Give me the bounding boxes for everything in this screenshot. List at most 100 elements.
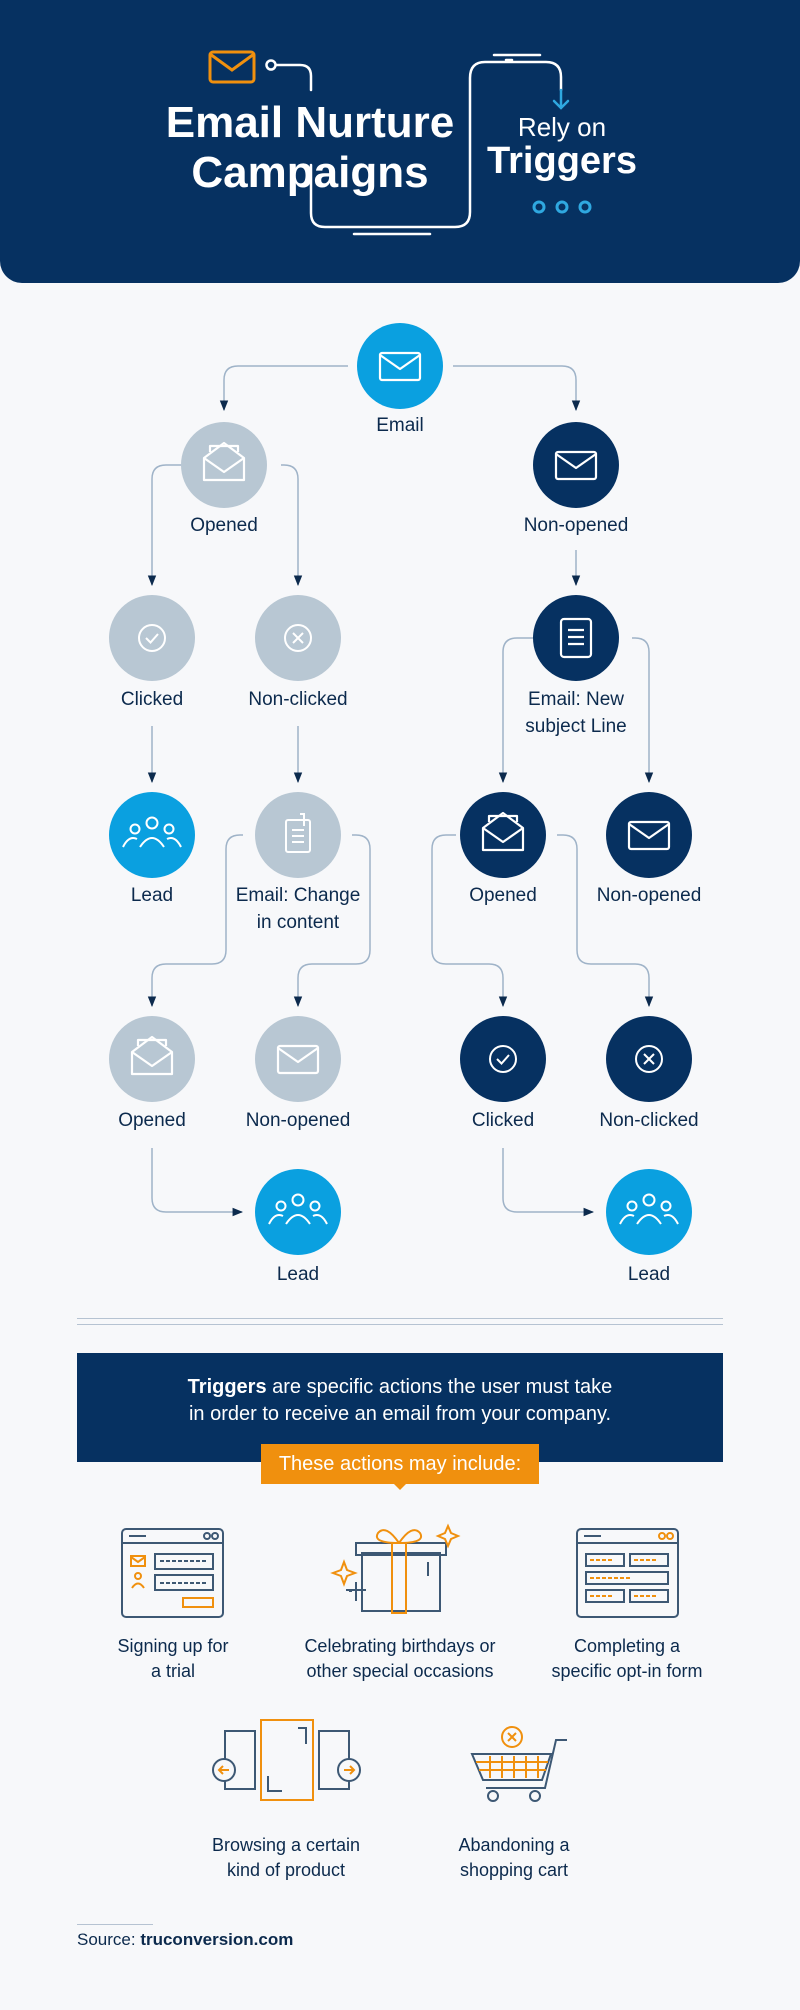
lead-label-left: Lead [130, 885, 174, 906]
signup-trial-label: Signing up for a trial [87, 1634, 259, 1684]
non-clicked-node-right [606, 1016, 692, 1102]
clicked-node-right [460, 1016, 546, 1102]
form-line-1: Completing a [573, 1636, 681, 1656]
arrow-down-icon [552, 88, 570, 110]
header-connector-line [265, 53, 563, 236]
non-opened-node-bottom [255, 1016, 341, 1102]
people-icon [619, 1193, 679, 1225]
opened-label-right: Opened [469, 885, 537, 906]
triggers-line-1-rest: are specific actions the user must take [266, 1376, 613, 1398]
title-line-2: Campaigns [191, 148, 429, 197]
opt-in-form-label: Completing a specific opt-in form [532, 1634, 722, 1684]
gift-icon [330, 1523, 461, 1614]
x-circle-icon [635, 1045, 663, 1073]
flow-connectors [147, 365, 654, 1217]
email-change-label: Email: Change in content [218, 882, 378, 936]
browse-line-2: kind of product [226, 1860, 346, 1880]
opened-node-bottom-left [109, 1016, 195, 1102]
envelope-icon [378, 351, 422, 382]
opened-node-right [460, 792, 546, 878]
notepad-icon [285, 813, 311, 853]
opened-node [181, 422, 267, 508]
non-opened-label-bottom: Non-opened [245, 1110, 351, 1131]
signup-form-icon [121, 1528, 224, 1618]
lead-node-bottom-left [255, 1169, 341, 1255]
lead-node-left [109, 792, 195, 878]
header-title: Email Nurture Campaigns [140, 98, 480, 198]
birthday-line-1: Celebrating birthdays or [304, 1636, 496, 1656]
triggers-bold-word: Triggers [187, 1376, 267, 1398]
source-prefix: Source: [77, 1930, 141, 1949]
triggers-text: Triggers [487, 140, 637, 182]
non-opened-node [533, 422, 619, 508]
shopping-cart-icon [470, 1726, 567, 1802]
actions-pill: These actions may include: [261, 1444, 539, 1484]
header-decoration [208, 50, 592, 236]
triggers-definition-text: Triggers are specific actions the user m… [77, 1374, 723, 1428]
triggers-definition-line-2: in order to receive an email from your c… [188, 1403, 612, 1425]
opt-in-form-icon [576, 1528, 679, 1618]
envelope-icon [276, 1044, 320, 1075]
clicked-label-right: Clicked [471, 1110, 535, 1131]
open-envelope-icon [202, 441, 246, 482]
x-circle-icon [284, 624, 312, 652]
clicked-label-left: Clicked [120, 689, 184, 710]
lead-node-bottom-right [606, 1169, 692, 1255]
pill-notch [392, 1482, 408, 1490]
flow-diagram [109, 323, 692, 1255]
abandon-cart-label: Abandoning a shopping cart [424, 1833, 604, 1883]
people-icon [268, 1193, 328, 1225]
actions-icons [121, 1523, 679, 1802]
lead-label-bottom-left: Lead [276, 1264, 320, 1285]
email-node [357, 323, 443, 409]
source-text: Source: truconversion.com [77, 1930, 293, 1950]
non-clicked-label-right: Non-clicked [599, 1110, 699, 1131]
header-banner: Email Nurture Campaigns Rely on Triggers [0, 0, 800, 283]
email-new-subject-line-2: subject Line [525, 716, 627, 737]
browse-product-icon [212, 1719, 361, 1801]
non-opened-label-right: Non-opened [596, 885, 702, 906]
document-icon [559, 617, 593, 659]
email-new-subject-label: Email: New subject Line [496, 686, 656, 740]
opened-label-bottom-left: Opened [118, 1110, 186, 1131]
browse-line-1: Browsing a certain [211, 1835, 361, 1855]
non-opened-node-right [606, 792, 692, 878]
triggers-definition-box: Triggers are specific actions the user m… [77, 1353, 723, 1462]
envelope-icon [554, 450, 598, 481]
email-new-subject-node [533, 595, 619, 681]
email-new-subject-line-1: Email: New [527, 689, 625, 710]
clicked-node-left [109, 595, 195, 681]
cart-line-1: Abandoning a [458, 1835, 570, 1855]
rely-on-text: Rely on [517, 112, 607, 142]
title-line-1: Email Nurture [165, 98, 455, 147]
dots-icon [532, 200, 592, 214]
open-envelope-icon [481, 811, 525, 852]
people-icon [122, 816, 182, 848]
birthdays-label: Celebrating birthdays or other special o… [290, 1634, 510, 1684]
opened-label: Opened [190, 515, 258, 536]
check-icon [489, 1045, 517, 1073]
signup-line-1: Signing up for [117, 1636, 229, 1656]
divider-line [77, 1324, 723, 1325]
divider-line [77, 1318, 723, 1319]
email-label: Email [376, 415, 424, 436]
browse-product-label: Browsing a certain kind of product [196, 1833, 376, 1883]
email-change-line-1: Email: Change [235, 885, 361, 906]
non-clicked-node-left [255, 595, 341, 681]
source-divider [77, 1924, 153, 1925]
open-envelope-icon [130, 1035, 174, 1076]
cart-line-2: shopping cart [459, 1860, 569, 1880]
form-line-2: specific opt-in form [551, 1661, 703, 1681]
non-clicked-label-left: Non-clicked [248, 689, 348, 710]
check-icon [138, 624, 166, 652]
email-change-line-2: in content [256, 912, 340, 933]
non-opened-label: Non-opened [523, 515, 629, 536]
envelope-icon [208, 50, 256, 84]
lead-label-bottom-right: Lead [627, 1264, 671, 1285]
birthday-line-2: other special occasions [306, 1661, 494, 1681]
email-change-content-node [255, 792, 341, 878]
triggers-definition-line-1: Triggers are specific actions the user m… [77, 1374, 723, 1401]
signup-line-2: a trial [150, 1661, 195, 1681]
source-site: truconversion.com [140, 1930, 294, 1949]
envelope-icon [627, 820, 671, 851]
